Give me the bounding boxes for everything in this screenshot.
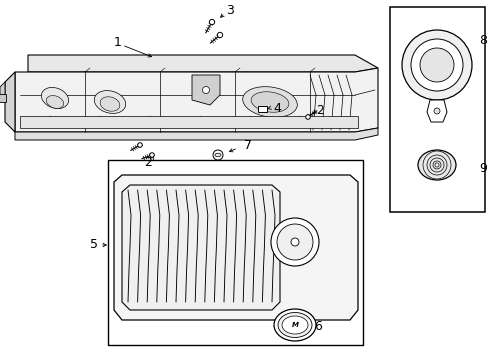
Text: 5: 5	[90, 239, 98, 252]
Circle shape	[401, 30, 471, 100]
Polygon shape	[426, 100, 446, 122]
Polygon shape	[114, 175, 357, 320]
Polygon shape	[5, 72, 15, 132]
Bar	[0, 94, 6, 102]
Text: 2: 2	[144, 156, 152, 168]
Ellipse shape	[278, 312, 311, 338]
Ellipse shape	[215, 153, 221, 157]
Circle shape	[434, 163, 438, 167]
Circle shape	[149, 153, 154, 157]
Text: 7: 7	[244, 139, 251, 152]
Circle shape	[138, 143, 142, 147]
Polygon shape	[15, 68, 377, 132]
Circle shape	[270, 218, 318, 266]
Text: 8: 8	[478, 33, 486, 46]
Text: 1: 1	[114, 36, 122, 49]
Bar	[389, 7, 484, 212]
Text: M: M	[291, 322, 298, 328]
Polygon shape	[0, 82, 5, 95]
Ellipse shape	[417, 150, 455, 180]
Circle shape	[305, 115, 310, 119]
Ellipse shape	[251, 92, 288, 112]
Bar	[108, 160, 362, 345]
Text: 9: 9	[478, 162, 486, 175]
Circle shape	[419, 48, 453, 82]
Circle shape	[433, 108, 439, 114]
Polygon shape	[122, 185, 280, 310]
Text: 3: 3	[225, 4, 233, 17]
Bar	[20, 116, 357, 128]
Ellipse shape	[282, 316, 307, 334]
Bar	[258, 106, 266, 112]
Circle shape	[217, 32, 222, 38]
Circle shape	[290, 238, 298, 246]
Text: 6: 6	[313, 320, 321, 333]
Polygon shape	[15, 128, 377, 140]
Circle shape	[213, 150, 223, 160]
Text: 4: 4	[272, 102, 281, 114]
Circle shape	[276, 224, 312, 260]
Circle shape	[209, 19, 214, 25]
Ellipse shape	[242, 87, 297, 117]
Ellipse shape	[273, 309, 315, 341]
Circle shape	[202, 86, 209, 94]
Ellipse shape	[94, 91, 125, 113]
Ellipse shape	[41, 87, 68, 109]
Ellipse shape	[100, 97, 120, 111]
Circle shape	[410, 39, 462, 91]
Ellipse shape	[46, 95, 63, 108]
Polygon shape	[192, 75, 220, 105]
Polygon shape	[28, 55, 377, 72]
Text: 2: 2	[315, 104, 323, 117]
